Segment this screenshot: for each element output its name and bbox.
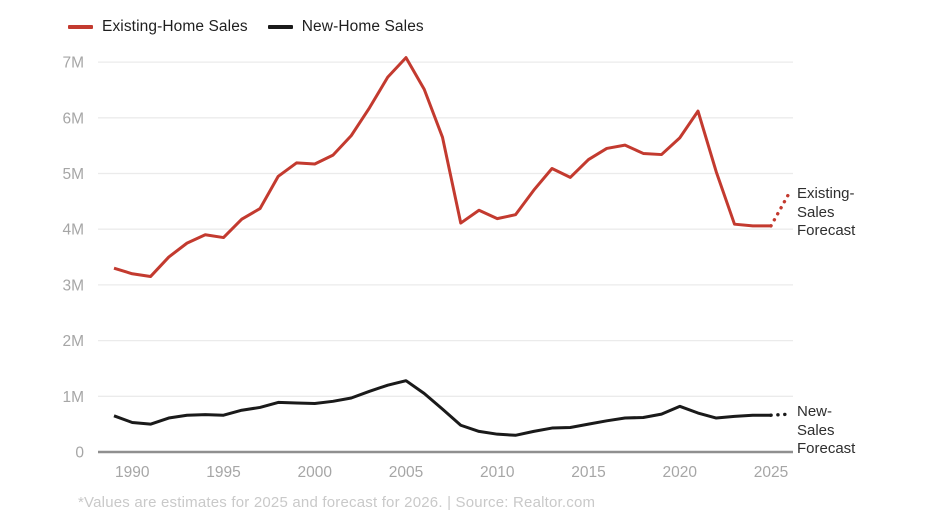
gridlines [98, 61, 793, 454]
legend-item-new-home-sales: New-Home Sales [267, 18, 424, 36]
new-forecast-line3: Forecast [797, 440, 856, 457]
svg-text:7M: 7M [62, 55, 84, 72]
svg-text:4M: 4M [62, 222, 84, 239]
legend: Existing-Home Sales New-Home Sales [68, 18, 424, 36]
svg-text:1990: 1990 [115, 464, 150, 481]
legend-item-existing-home-sales: Existing-Home Sales [68, 18, 248, 36]
existing-sales-forecast-label: Existing- Sales Forecast [797, 185, 855, 241]
svg-text:2025: 2025 [754, 464, 788, 481]
y-axis-labels: 0 1M 2M 3M 4M 5M 6M 7M [62, 55, 84, 462]
existing-forecast-line3: Forecast [797, 222, 856, 239]
new-forecast-line2: Sales [797, 421, 835, 439]
legend-label-existing: Existing-Home Sales [102, 18, 248, 35]
svg-text:2000: 2000 [298, 464, 333, 481]
svg-text:2020: 2020 [663, 464, 698, 481]
existing-home-sales-line [113, 56, 771, 279]
svg-text:2015: 2015 [571, 464, 605, 481]
svg-text:2M: 2M [62, 333, 84, 350]
existing-forecast-line1: Existing- [797, 185, 855, 202]
new-home-sales-swatch-icon [267, 25, 293, 29]
svg-text:5M: 5M [62, 166, 84, 183]
svg-text:0: 0 [75, 445, 84, 462]
svg-text:6M: 6M [62, 110, 84, 127]
svg-text:2010: 2010 [480, 464, 515, 481]
svg-text:3M: 3M [62, 277, 84, 294]
svg-text:2005: 2005 [389, 464, 423, 481]
existing-forecast-line2: Sales [797, 203, 835, 221]
svg-text:1995: 1995 [206, 464, 240, 481]
source-note: *Values are estimates for 2025 and forec… [78, 494, 596, 511]
new-sales-forecast-label: New- Sales Forecast [797, 403, 855, 459]
new-home-sales-line [113, 379, 771, 437]
svg-text:1M: 1M [62, 389, 84, 406]
existing-home-sales-swatch-icon [68, 25, 93, 29]
x-axis-labels: 1990 1995 2000 2005 2010 2015 2020 2025 [115, 464, 788, 481]
existing-sales-forecast-dotted-line [769, 191, 791, 228]
new-forecast-line1: New- [797, 403, 833, 420]
legend-label-new: New-Home Sales [301, 18, 424, 35]
new-sales-forecast-dotted-line [769, 412, 791, 417]
